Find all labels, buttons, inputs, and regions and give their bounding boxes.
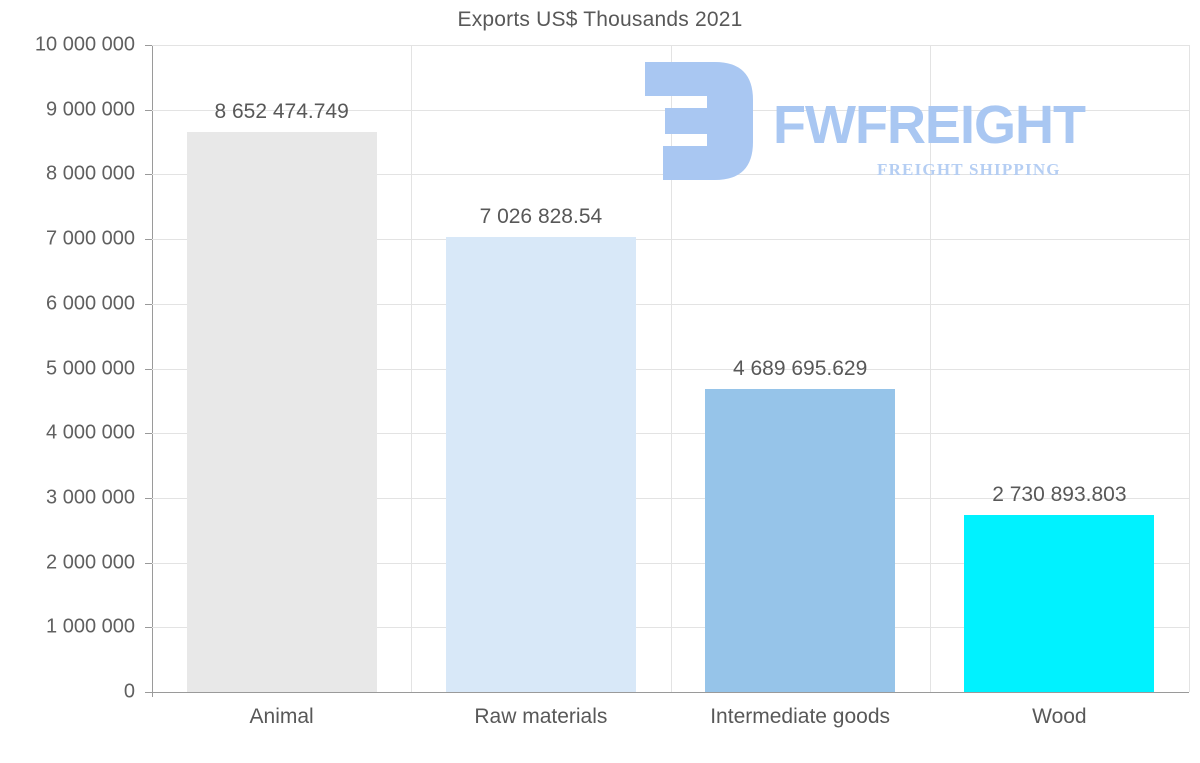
chart-title: Exports US$ Thousands 2021 xyxy=(457,8,743,31)
y-axis-tick-mark xyxy=(145,368,152,370)
x-axis-category-label: Intermediate goods xyxy=(710,705,891,728)
y-axis-tick-label: 1 000 000 xyxy=(46,615,135,638)
y-axis-tick-label: 4 000 000 xyxy=(46,421,135,444)
y-axis-tick-label: 8 000 000 xyxy=(46,162,135,185)
y-axis-tick-label: 5 000 000 xyxy=(46,357,135,379)
y-axis-tick-label: 3 000 000 xyxy=(46,486,135,509)
y-axis-tick-mark xyxy=(145,692,152,693)
bar-animal[interactable] xyxy=(186,132,377,692)
y-axis-tick-label: 10 000 000 xyxy=(34,33,135,56)
bar-wood[interactable] xyxy=(964,515,1155,692)
y-axis-tick-mark xyxy=(145,109,152,111)
y-axis-tick-mark xyxy=(145,239,152,241)
bar-value-label: 7 026 828.54 xyxy=(479,205,603,229)
y-axis-tick-label: 0 xyxy=(123,680,135,703)
bar-intermediate-goods[interactable] xyxy=(705,388,896,692)
plot-area xyxy=(152,45,1190,693)
gridline-horizontal xyxy=(152,497,1189,499)
gridline-vertical xyxy=(1189,45,1190,692)
gridline-horizontal xyxy=(152,562,1189,564)
y-axis-line xyxy=(152,45,153,697)
y-axis-tick-mark xyxy=(145,562,152,564)
y-axis-tick-label: 2 000 000 xyxy=(46,551,135,574)
bar-raw-materials[interactable] xyxy=(445,237,636,692)
gridline-horizontal xyxy=(152,45,1189,46)
y-axis-tick-mark xyxy=(145,45,152,46)
gridline-horizontal xyxy=(152,368,1189,370)
gridline-vertical xyxy=(671,45,672,692)
bar-value-label: 2 730 893.803 xyxy=(992,483,1127,507)
gridline-horizontal xyxy=(152,627,1189,629)
x-axis-category-label: Wood xyxy=(1032,705,1087,728)
bar-value-label: 8 652 474.749 xyxy=(214,100,349,124)
gridline-vertical xyxy=(411,45,412,692)
y-axis-tick-mark xyxy=(145,627,152,629)
bar-value-label: 4 689 695.629 xyxy=(732,356,868,380)
y-axis-tick-mark xyxy=(145,303,152,305)
x-axis-category-label: Raw materials xyxy=(474,705,608,728)
y-axis-tick-mark xyxy=(145,433,152,435)
y-axis-tick-label: 9 000 000 xyxy=(46,98,135,121)
gridline-horizontal xyxy=(152,303,1189,305)
y-axis-tick-label: 6 000 000 xyxy=(46,292,135,315)
gridline-horizontal xyxy=(152,433,1189,435)
x-axis-category-label: Animal xyxy=(249,705,314,728)
y-axis-tick-mark xyxy=(145,174,152,176)
gridline-horizontal xyxy=(152,692,1189,693)
y-axis-tick-mark xyxy=(145,497,152,499)
gridline-horizontal xyxy=(152,239,1189,241)
y-axis-tick-label: 7 000 000 xyxy=(46,227,135,250)
gridline-vertical xyxy=(930,45,931,692)
